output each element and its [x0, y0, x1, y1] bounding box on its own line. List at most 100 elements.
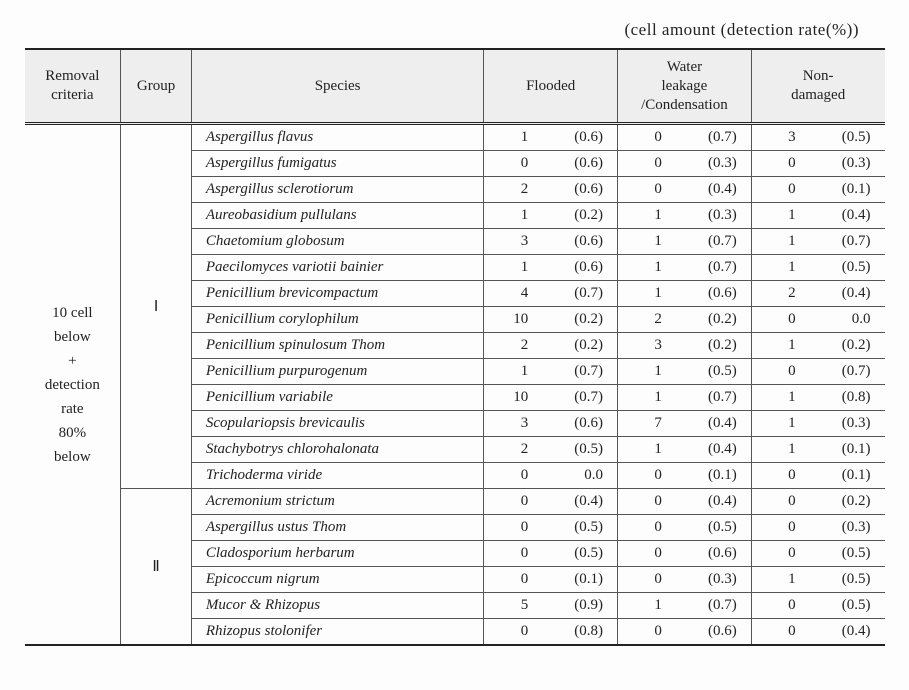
detection-rate: (0.2) [800, 489, 885, 515]
detection-rate: (0.6) [666, 541, 751, 567]
cell-amount: 1 [484, 359, 532, 385]
detection-rate: (0.5) [532, 515, 617, 541]
header-non: Non- damaged [751, 49, 884, 124]
species-cell: Stachybotrys chlorohalonata [191, 437, 483, 463]
cell-amount: 0 [618, 619, 666, 646]
cell-amount: 5 [484, 593, 532, 619]
detection-rate: 0.0 [800, 307, 885, 333]
cell-amount: 2 [751, 281, 799, 307]
cell-amount: 1 [484, 203, 532, 229]
species-cell: Penicillium corylophilum [191, 307, 483, 333]
cell-amount: 1 [751, 333, 799, 359]
cell-amount: 0 [618, 541, 666, 567]
cell-amount: 0 [751, 177, 799, 203]
species-cell: Trichoderma viride [191, 463, 483, 489]
cell-amount: 1 [618, 203, 666, 229]
cell-amount: 0 [484, 489, 532, 515]
detection-rate: (0.5) [800, 124, 885, 151]
detection-rate: (0.5) [532, 541, 617, 567]
detection-rate: (0.3) [666, 567, 751, 593]
detection-rate: (0.3) [800, 151, 885, 177]
detection-rate: (0.4) [800, 281, 885, 307]
cell-amount: 2 [484, 333, 532, 359]
table-caption: (cell amount (detection rate(%)) [20, 20, 859, 40]
species-cell: Rhizopus stolonifer [191, 619, 483, 646]
cell-amount: 0 [618, 463, 666, 489]
species-cell: Penicillium variabile [191, 385, 483, 411]
detection-rate: (0.2) [532, 307, 617, 333]
cell-amount: 0 [618, 515, 666, 541]
detection-rate: 0.0 [532, 463, 617, 489]
cell-amount: 0 [484, 151, 532, 177]
header-flooded: Flooded [484, 49, 618, 124]
cell-amount: 1 [618, 437, 666, 463]
detection-rate: (0.4) [666, 437, 751, 463]
detection-rate: (0.6) [532, 229, 617, 255]
table-row: 10 cell below + detection rate 80% below… [25, 124, 885, 151]
cell-amount: 0 [618, 177, 666, 203]
cell-amount: 0 [484, 515, 532, 541]
detection-rate: (0.4) [800, 203, 885, 229]
species-cell: Aspergillus flavus [191, 124, 483, 151]
cell-amount: 1 [618, 229, 666, 255]
detection-rate: (0.6) [532, 124, 617, 151]
detection-rate: (0.1) [800, 437, 885, 463]
detection-rate: (0.3) [666, 203, 751, 229]
cell-amount: 0 [751, 307, 799, 333]
cell-amount: 1 [618, 255, 666, 281]
cell-amount: 0 [751, 359, 799, 385]
detection-rate: (0.3) [800, 411, 885, 437]
cell-amount: 0 [484, 463, 532, 489]
cell-amount: 2 [618, 307, 666, 333]
species-cell: Penicillium brevicompactum [191, 281, 483, 307]
detection-rate: (0.4) [666, 177, 751, 203]
species-cell: Epicoccum nigrum [191, 567, 483, 593]
species-cell: Cladosporium herbarum [191, 541, 483, 567]
cell-amount: 0 [751, 151, 799, 177]
detection-rate: (0.4) [666, 489, 751, 515]
header-row: Removal criteria Group Species Flooded W… [25, 49, 885, 124]
header-species: Species [191, 49, 483, 124]
species-table: Removal criteria Group Species Flooded W… [25, 48, 885, 646]
detection-rate: (0.7) [666, 229, 751, 255]
detection-rate: (0.8) [800, 385, 885, 411]
detection-rate: (0.5) [532, 437, 617, 463]
cell-amount: 0 [618, 151, 666, 177]
species-cell: Aureobasidium pullulans [191, 203, 483, 229]
species-cell: Penicillium spinulosum Thom [191, 333, 483, 359]
species-cell: Penicillium purpurogenum [191, 359, 483, 385]
cell-amount: 0 [751, 463, 799, 489]
cell-amount: 10 [484, 307, 532, 333]
detection-rate: (0.6) [532, 255, 617, 281]
group-cell: Ⅰ [121, 124, 192, 489]
detection-rate: (0.7) [800, 359, 885, 385]
detection-rate: (0.1) [532, 567, 617, 593]
detection-rate: (0.1) [666, 463, 751, 489]
cell-amount: 0 [751, 489, 799, 515]
detection-rate: (0.9) [532, 593, 617, 619]
cell-amount: 3 [618, 333, 666, 359]
detection-rate: (0.7) [532, 359, 617, 385]
cell-amount: 1 [751, 203, 799, 229]
cell-amount: 1 [618, 385, 666, 411]
detection-rate: (0.6) [532, 411, 617, 437]
detection-rate: (0.7) [666, 124, 751, 151]
cell-amount: 3 [484, 411, 532, 437]
cell-amount: 3 [751, 124, 799, 151]
detection-rate: (0.2) [532, 203, 617, 229]
detection-rate: (0.5) [800, 541, 885, 567]
cell-amount: 0 [618, 489, 666, 515]
detection-rate: (0.2) [800, 333, 885, 359]
detection-rate: (0.7) [532, 281, 617, 307]
cell-amount: 1 [618, 359, 666, 385]
detection-rate: (0.6) [532, 177, 617, 203]
cell-amount: 1 [751, 437, 799, 463]
species-cell: Scopulariopsis brevicaulis [191, 411, 483, 437]
detection-rate: (0.1) [800, 177, 885, 203]
cell-amount: 1 [484, 255, 532, 281]
species-cell: Aspergillus ustus Thom [191, 515, 483, 541]
detection-rate: (0.5) [666, 359, 751, 385]
detection-rate: (0.2) [532, 333, 617, 359]
detection-rate: (0.7) [532, 385, 617, 411]
removal-criteria-cell: 10 cell below + detection rate 80% below [25, 124, 121, 646]
